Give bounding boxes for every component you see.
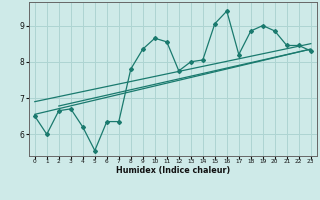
X-axis label: Humidex (Indice chaleur): Humidex (Indice chaleur)	[116, 166, 230, 175]
